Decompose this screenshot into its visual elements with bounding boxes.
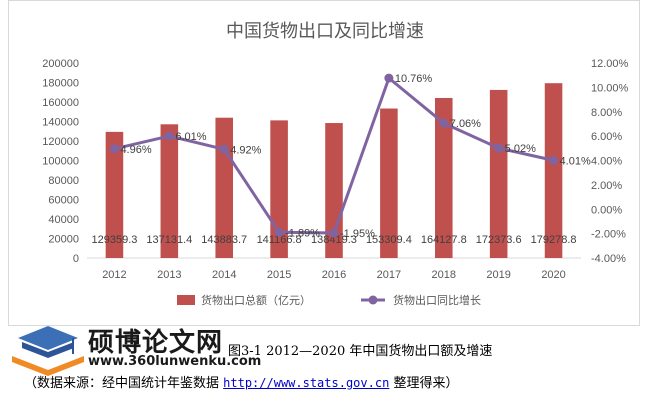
y-right-tick-label: 2.00% [591,180,622,192]
y-right-tick-label: -4.00% [591,253,626,265]
source-prefix: （数据来源：经中国统计年鉴数据 [24,376,224,391]
bar [105,131,124,258]
line-data-label: 7.06% [450,118,481,130]
x-tick-label: 2015 [267,269,291,281]
legend-line-marker [368,295,378,305]
watermark-logo-icon [12,326,84,376]
line-data-label: 10.76% [395,73,433,85]
line-point [329,228,339,238]
source-link[interactable]: http://www.stats.gov.cn [223,376,390,390]
chart: 中国货物出口及同比增速 0 20000 40000 60000 80000 100000 12… [42,21,629,307]
watermark-brand: 硕博论文网 [88,328,224,358]
line-data-label: 4.01% [560,155,591,167]
y-left-tick-label: 120000 [42,136,79,148]
y-right-tick-label: 6.00% [591,131,622,143]
line-point [384,73,394,83]
y-right-tick-label: -2.00% [591,229,626,241]
y-left-tick-label: 80000 [48,175,79,187]
bar-data-label: 143883.7 [201,234,247,246]
bar-data-label: 153309.4 [366,234,412,246]
x-tick-label: 2013 [157,269,181,281]
bar [544,83,563,258]
chart-frame: 中国货物出口及同比增速 0 20000 40000 60000 80000 100000 12… [8,0,640,326]
x-tick-label: 2017 [377,269,401,281]
chart-title: 中国货物出口及同比增速 [226,21,424,42]
y-right-tick-label: 0.00% [591,204,622,216]
y-right-tick-label: 12.00% [591,58,629,70]
line-data-label: 4.96% [120,144,151,156]
x-tick-label: 2016 [322,269,346,281]
y-left-tick-label: 200000 [42,58,79,70]
legend-line-label: 货物出口同比增长 [393,293,481,307]
line-data-label: 5.02% [505,143,536,155]
line-data-label: 6.01% [175,131,206,143]
bar-data-label: 179278.8 [531,234,577,246]
x-tick-label: 2014 [212,269,236,281]
x-tick-label: 2012 [102,269,126,281]
bar-data-label: 129359.3 [91,234,137,246]
line-point [439,118,449,128]
x-tick-label: 2019 [486,269,510,281]
line-point [494,143,504,153]
y-left-tick-label: 100000 [42,156,79,168]
bar-data-label: 138419.3 [311,234,357,246]
y-left-tick-label: 140000 [42,117,79,129]
watermark-url: www.360lunwenku.com [88,354,262,369]
y-left-tick-label: 40000 [48,214,79,226]
bar-data-label: 141166.8 [257,234,302,246]
bar-data-label: 137131.4 [146,234,192,246]
line-data-label: 4.92% [230,144,261,156]
bar [489,89,508,259]
x-tick-label: 2020 [541,269,565,281]
legend-bar-label: 货物出口总额（亿元） [201,293,311,307]
y-left-tick-label: 180000 [42,78,79,90]
source-suffix: 整理得来） [389,376,459,391]
line-point [164,131,174,141]
legend-bar-swatch [177,295,195,305]
y-left-tick-label: 160000 [42,97,79,109]
bar [215,117,234,258]
line-point [109,144,119,154]
line-point [274,227,284,237]
figure-caption: 图3-1 2012—2020 年中国货物出口额及增速 [228,344,493,359]
x-tick-label: 2018 [432,269,456,281]
line-data-label: -1.89% [285,227,320,239]
y-left-tick-label: 20000 [48,234,79,246]
y-right-tick-label: 8.00% [591,107,622,119]
bar [160,124,179,259]
bar-data-label: 164127.8 [421,234,467,246]
bar-data-label: 172373.6 [476,234,522,246]
source-note: （数据来源：经中国统计年鉴数据 http://www.stats.gov.cn … [24,372,458,391]
line-point [219,144,229,154]
y-right-tick-label: 4.00% [591,156,622,168]
bar [380,108,398,258]
y-left-tick-label: 60000 [48,195,79,207]
line-data-label: -1.95% [340,228,375,240]
y-right-tick-label: 10.00% [591,82,629,94]
y-left-tick-label: 0 [73,253,79,265]
line-point [549,155,559,165]
bar [434,97,453,258]
